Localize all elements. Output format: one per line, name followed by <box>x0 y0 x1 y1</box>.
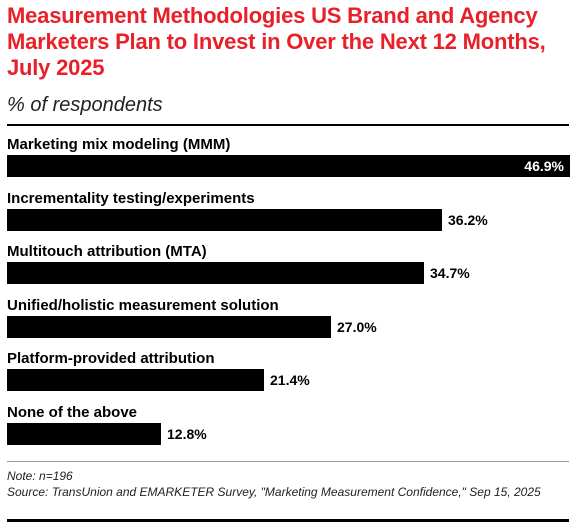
bar <box>7 155 570 177</box>
category-label: Marketing mix modeling (MMM) <box>7 136 231 153</box>
bar <box>7 422 161 445</box>
bar-chart: Marketing mix modeling (MMM) 46.9% Increme… <box>7 136 570 445</box>
chart-source: Source: TransUnion and EMARKETER Survey,… <box>7 485 541 499</box>
bottom-divider <box>7 519 569 522</box>
footer-divider <box>7 461 569 462</box>
bar-value-label: 36.2% <box>448 211 488 228</box>
bar <box>7 369 264 391</box>
bar <box>7 315 331 338</box>
top-divider <box>7 124 569 126</box>
bar-value-label: 46.9% <box>524 158 564 174</box>
category-label: None of the above <box>7 403 138 421</box>
category-label: Incrementality testing/experiments <box>7 189 255 207</box>
bar-value-label: 12.8% <box>167 425 207 442</box>
category-label: Multitouch attribution (MTA) <box>7 243 207 260</box>
category-label: Platform-provided attribution <box>7 350 215 367</box>
bar <box>7 262 424 284</box>
chart-title: Measurement Methodologies US Brand and A… <box>7 3 546 80</box>
chart-note: Note: n=196 <box>7 469 73 483</box>
bar <box>7 208 442 231</box>
bar-value-label: 27.0% <box>337 318 377 335</box>
chart-subtitle: % of respondents <box>7 94 163 116</box>
bar-value-label: 34.7% <box>430 265 470 281</box>
bar-value-label: 21.4% <box>270 372 310 388</box>
category-label: Unified/holistic measurement solution <box>7 296 279 314</box>
